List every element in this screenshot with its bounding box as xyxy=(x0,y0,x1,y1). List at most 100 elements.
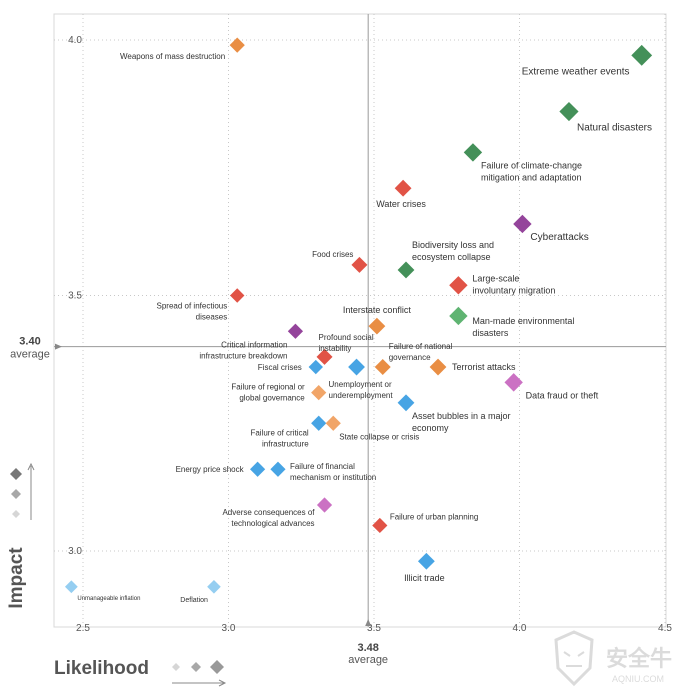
risk-point-label-line: diseases xyxy=(196,313,228,322)
risk-point-label: Failure of critical infrastructure xyxy=(250,428,309,448)
risk-point xyxy=(374,359,391,376)
risk-point-label-line: Cyberattacks xyxy=(530,232,588,243)
y-average-value: 3.40 xyxy=(19,336,40,348)
risk-point xyxy=(230,288,245,303)
risk-point-label: Failure of financial mechanism or institu… xyxy=(290,462,376,482)
x-axis-title: Likelihood xyxy=(54,658,149,679)
points-layer xyxy=(64,37,653,594)
risk-point-label: Weapons of mass destruction xyxy=(120,52,225,61)
x-tick-label: 3.5 xyxy=(367,623,381,634)
risk-point xyxy=(270,461,286,477)
risk-point xyxy=(325,415,341,431)
risk-point-label-line: instability xyxy=(319,344,352,353)
risk-point-label-line: economy xyxy=(412,423,449,433)
x-tick-label: 3.0 xyxy=(222,623,236,634)
risk-point-label: Natural disasters xyxy=(577,123,652,134)
risk-point xyxy=(311,415,327,431)
risk-point-label: Unemployment or underemployment xyxy=(329,380,394,400)
risk-point-label: Biodiversity loss and ecosystem collapse xyxy=(412,240,494,262)
risk-point-label-line: infrastructure xyxy=(262,439,309,448)
risk-point xyxy=(287,323,304,339)
risk-point-label: Energy price shock xyxy=(176,465,245,474)
risk-point-label: Cyberattacks xyxy=(530,232,588,243)
risk-point-label-line: Terrorist attacks xyxy=(452,362,516,372)
risk-point-label: Deflation xyxy=(180,597,208,604)
risk-point-label-line: underemployment xyxy=(329,391,394,400)
risk-point-label-line: Failure of regional or xyxy=(231,383,305,392)
risk-point-label: State collapse or crisis xyxy=(339,432,419,441)
risk-point xyxy=(463,143,483,162)
risk-point xyxy=(311,384,327,401)
x-average-value: 3.48 xyxy=(357,642,378,654)
risk-point-label-line: Failure of climate-change xyxy=(481,160,582,170)
y-average-sublabel: average xyxy=(10,349,50,361)
watermark-text: 安全牛 xyxy=(606,646,672,671)
y-average-marker xyxy=(55,343,62,350)
risk-point-label: Terrorist attacks xyxy=(452,362,516,372)
risk-point-label-line: Man-made environmental xyxy=(472,316,574,326)
likelihood-size-legend xyxy=(172,660,227,687)
risk-point xyxy=(449,306,468,326)
risk-point-label-line: Large-scale xyxy=(472,273,519,283)
risk-point xyxy=(207,579,221,594)
risk-point-label-line: Critical information xyxy=(221,340,287,349)
likelihood-legend-arrow-head xyxy=(218,679,227,687)
x-tick-label: 4.0 xyxy=(513,623,527,634)
risk-point-label-line: Unemployment or xyxy=(329,380,392,389)
risk-point-label-line: Asset bubbles in a major xyxy=(412,411,511,421)
risk-point xyxy=(316,348,333,365)
risk-point-label-line: Adverse consequences of xyxy=(222,508,315,517)
risk-point-label: Fiscal crises xyxy=(258,363,302,372)
watermark-subtext: AQNIU.COM xyxy=(612,674,664,684)
impact-size-legend xyxy=(10,462,35,520)
risk-point xyxy=(394,179,412,197)
risk-point xyxy=(229,37,245,53)
labels-layer: Extreme weather events Natural disasters F… xyxy=(77,52,652,604)
risk-point xyxy=(449,276,468,295)
x-tick-label: 2.5 xyxy=(76,623,90,634)
risk-point-label: Failure of urban planning xyxy=(390,512,479,521)
risk-point xyxy=(417,552,435,570)
risk-point-label: Adverse consequences of technological adv… xyxy=(222,508,315,528)
risk-point-label-line: Data fraud or theft xyxy=(526,390,599,400)
impact-legend-diamond-1 xyxy=(10,468,22,480)
risk-point-label: Water crises xyxy=(376,199,426,209)
grid-layer xyxy=(53,13,667,628)
risk-point-label-line: Extreme weather events xyxy=(522,66,630,77)
risk-point-label-line: mitigation and adaptation xyxy=(481,172,582,182)
risk-point-label-line: Weapons of mass destruction xyxy=(120,52,225,61)
risk-point-label: Failure of regional or global governance xyxy=(231,383,305,403)
y-tick-label: 3.0 xyxy=(68,546,82,557)
x-average-marker xyxy=(365,619,372,626)
risk-point-label-line: State collapse or crisis xyxy=(339,432,419,441)
risk-point-label-line: Unmanageable inflation xyxy=(77,596,140,602)
risk-point-label: Profound social instability xyxy=(319,333,374,353)
risk-point-label: Extreme weather events xyxy=(522,66,630,77)
risk-point-label-line: governance xyxy=(389,353,431,362)
x-average-sublabel: average xyxy=(348,654,388,666)
risk-point-label-line: Food crises xyxy=(312,250,353,259)
risk-point xyxy=(429,358,447,376)
plot-frame xyxy=(53,13,667,628)
x-tick-label: 4.5 xyxy=(658,623,672,634)
risk-point-label-line: Deflation xyxy=(180,597,208,604)
risk-point xyxy=(397,394,415,412)
risk-point xyxy=(316,497,333,513)
risk-point-label-line: Spread of infectious xyxy=(157,302,228,311)
risk-point-label-line: Biodiversity loss and xyxy=(412,240,494,250)
y-tick-label: 3.5 xyxy=(68,291,82,302)
watermark-shield-icon xyxy=(554,630,594,687)
risk-point xyxy=(513,214,532,234)
y-tick-label: 4.0 xyxy=(68,35,82,46)
watermark: 安全牛 AQNIU.COM xyxy=(554,630,672,687)
risk-point-label-line: global governance xyxy=(239,394,305,403)
risk-point-label-line: Natural disasters xyxy=(577,123,652,134)
risk-point-label-line: Failure of critical xyxy=(250,428,308,437)
likelihood-legend-diamond-2 xyxy=(191,662,201,672)
risk-point-label-line: Failure of national xyxy=(389,342,453,351)
risk-point-label: Interstate conflict xyxy=(343,305,412,315)
risk-point-label-line: Profound social xyxy=(319,333,374,342)
risk-point xyxy=(351,256,368,273)
risk-point-label-line: mechanism or institution xyxy=(290,473,376,482)
